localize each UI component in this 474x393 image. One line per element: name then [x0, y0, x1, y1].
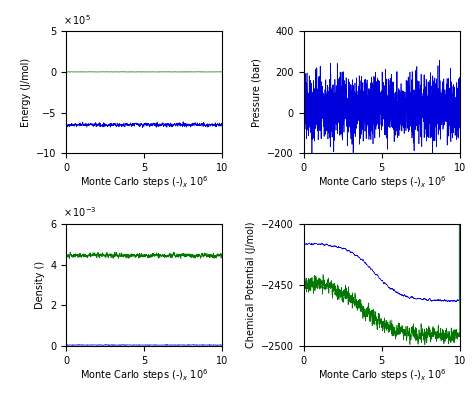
- Y-axis label: Density (): Density (): [35, 261, 45, 309]
- X-axis label: Monte Carlo steps (-)$_x$ $10^6$: Monte Carlo steps (-)$_x$ $10^6$: [80, 367, 209, 383]
- Text: $\times\,10^5$: $\times\,10^5$: [63, 13, 91, 27]
- Y-axis label: Pressure (bar): Pressure (bar): [252, 58, 262, 127]
- Y-axis label: Chemical Potential (J/mol): Chemical Potential (J/mol): [246, 222, 255, 348]
- X-axis label: Monte Carlo steps (-)$_x$ $10^6$: Monte Carlo steps (-)$_x$ $10^6$: [318, 174, 446, 190]
- Text: $\times\,10^{-3}$: $\times\,10^{-3}$: [63, 205, 97, 219]
- X-axis label: Monte Carlo steps (-)$_x$ $10^6$: Monte Carlo steps (-)$_x$ $10^6$: [318, 367, 446, 383]
- Y-axis label: Energy (J/mol): Energy (J/mol): [21, 58, 31, 127]
- X-axis label: Monte Carlo steps (-)$_x$ $10^6$: Monte Carlo steps (-)$_x$ $10^6$: [80, 174, 209, 190]
